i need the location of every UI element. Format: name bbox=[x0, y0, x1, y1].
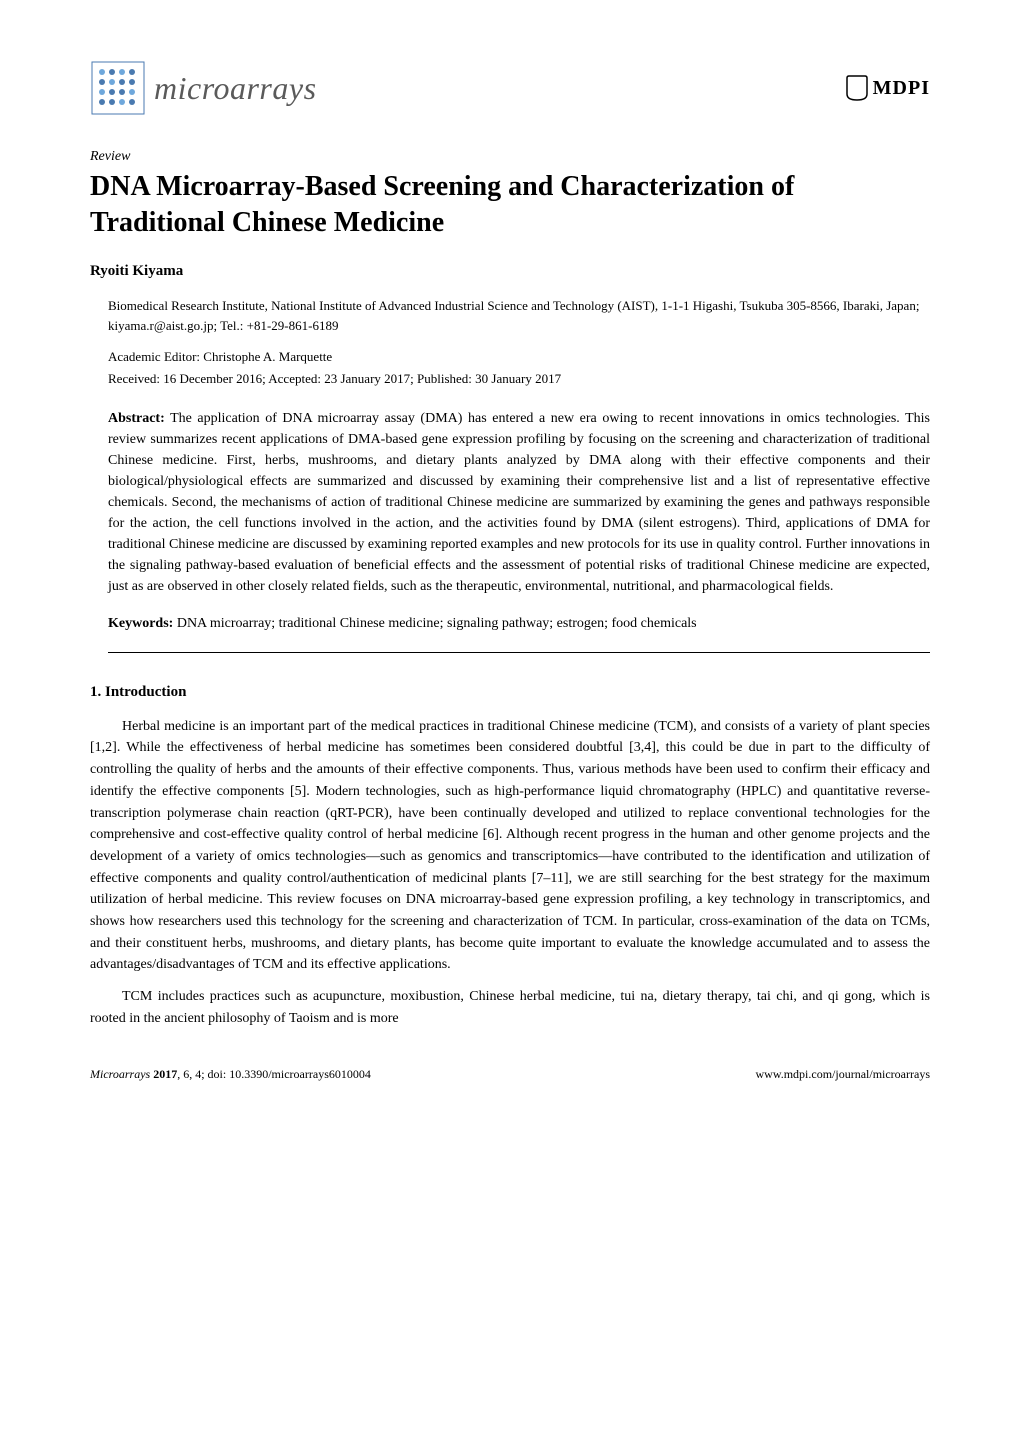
journal-name: microarrays bbox=[154, 64, 317, 112]
author-name: Ryoiti Kiyama bbox=[90, 260, 930, 283]
abstract-block: Abstract: The application of DNA microar… bbox=[108, 408, 930, 597]
mdpi-shield-icon bbox=[845, 74, 869, 102]
affiliation: Biomedical Research Institute, National … bbox=[108, 296, 930, 335]
footer-url: www.mdpi.com/journal/microarrays bbox=[755, 1065, 930, 1083]
footer-citation: Microarrays 2017, 6, 4; doi: 10.3390/mic… bbox=[90, 1065, 371, 1083]
publisher-name: MDPI bbox=[873, 73, 930, 103]
article-title: DNA Microarray-Based Screening and Chara… bbox=[90, 169, 930, 242]
page-footer: Microarrays 2017, 6, 4; doi: 10.3390/mic… bbox=[90, 1065, 930, 1083]
microarray-logo-icon bbox=[90, 60, 146, 116]
journal-logo: microarrays bbox=[90, 60, 317, 116]
keywords-text: DNA microarray; traditional Chinese medi… bbox=[173, 616, 696, 631]
footer-doi: , 6, 4; doi: 10.3390/microarrays6010004 bbox=[177, 1067, 371, 1081]
body-paragraph-2: TCM includes practices such as acupunctu… bbox=[90, 986, 930, 1029]
article-type: Review bbox=[90, 146, 930, 167]
editor-info: Academic Editor: Christophe A. Marquette bbox=[108, 347, 930, 367]
header: microarrays MDPI bbox=[90, 60, 930, 116]
abstract-text: The application of DNA microarray assay … bbox=[108, 411, 930, 594]
abstract-label: Abstract: bbox=[108, 411, 165, 426]
section-title: 1. Introduction bbox=[90, 681, 930, 704]
footer-year: 2017 bbox=[153, 1067, 177, 1081]
keywords-label: Keywords: bbox=[108, 616, 173, 631]
section-divider bbox=[108, 652, 930, 653]
publication-dates: Received: 16 December 2016; Accepted: 23… bbox=[108, 369, 930, 389]
footer-journal: Microarrays bbox=[90, 1067, 153, 1081]
body-paragraph-1: Herbal medicine is an important part of … bbox=[90, 716, 930, 976]
publisher-logo: MDPI bbox=[845, 73, 930, 103]
keywords-block: Keywords: DNA microarray; traditional Ch… bbox=[108, 613, 930, 634]
